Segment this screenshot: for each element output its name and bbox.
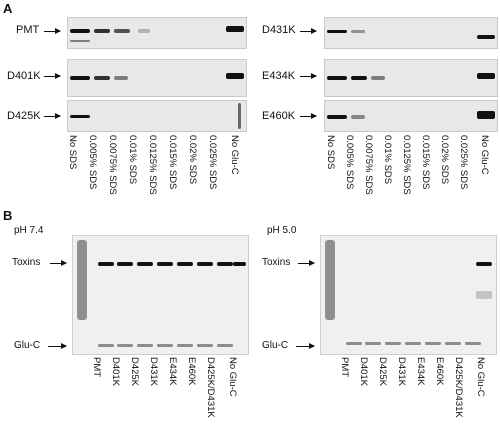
lane-label: 0.0125% SDS (401, 135, 412, 195)
marker-toxins-right: Toxins (262, 257, 291, 268)
lane-label: 0.015% SDS (167, 135, 178, 190)
marker-gluc-left: Glu-C (14, 340, 41, 351)
lane-label: PMT (339, 357, 350, 378)
lane-label: E434K (167, 357, 178, 386)
arrow-icon (300, 73, 317, 79)
arrow-icon (48, 343, 67, 349)
blot-d425k (67, 100, 247, 132)
lane-label: 0.015% SDS (420, 135, 431, 190)
panel-a-letter: A (3, 1, 13, 16)
gel-ph50 (320, 235, 497, 355)
lane-label: E460K (186, 357, 197, 386)
lane-label: No Glu-C (227, 357, 238, 397)
lane-label: 0.025% SDS (458, 135, 469, 190)
lane-label: No Glu-C (475, 357, 486, 397)
panel-b-letter: B (3, 208, 13, 223)
blot-label-d431k: D431K (262, 24, 296, 36)
lane-label: 0.005% SDS (344, 135, 355, 190)
gel-condition-left: pH 7.4 (14, 225, 44, 236)
arrow-icon (300, 113, 317, 119)
blot-label-e460k: E460K (262, 110, 296, 122)
blot-pmt (67, 17, 247, 49)
lane-label: D425K (129, 357, 140, 387)
arrow-icon (44, 28, 61, 34)
lane-label: 0.0075% SDS (363, 135, 374, 195)
arrow-icon (50, 260, 67, 266)
lane-label: D401K (110, 357, 121, 387)
lane-label: No Glu-C (479, 135, 490, 175)
blot-d431k (324, 17, 498, 49)
lane-label: PMT (91, 357, 102, 378)
lane-label: 0.0125% SDS (147, 135, 158, 195)
arrow-icon (44, 113, 61, 119)
blot-label-pmt: PMT (16, 24, 40, 36)
lane-label: 0.01% SDS (127, 135, 138, 185)
lane-label: 0.0075% SDS (107, 135, 118, 195)
lane-label: D401K (358, 357, 369, 387)
lane-label: 0.02% SDS (439, 135, 450, 185)
lane-label: D425K/D431K (205, 357, 216, 418)
blot-d401k (67, 59, 247, 97)
arrow-icon (296, 343, 315, 349)
marker-gluc-right: Glu-C (262, 340, 289, 351)
blot-e434k (324, 59, 498, 97)
arrow-icon (300, 28, 317, 34)
marker-toxins-left: Toxins (12, 257, 41, 268)
lane-label: E460K (434, 357, 445, 386)
lane-label: D425K/D431K (453, 357, 464, 418)
gel-ph74 (72, 235, 249, 355)
lane-label: No SDS (67, 135, 78, 170)
arrow-icon (298, 260, 315, 266)
lane-label: 0.005% SDS (87, 135, 98, 190)
blot-label-d425k: D425K (7, 110, 41, 122)
blot-label-d401k: D401K (7, 70, 41, 82)
lane-label: D425K (377, 357, 388, 387)
lane-label: 0.025% SDS (207, 135, 218, 190)
lane-label: D431K (396, 357, 407, 387)
lane-label: 0.01% SDS (382, 135, 393, 185)
lane-label: D431K (148, 357, 159, 387)
lane-label: 0.02% SDS (187, 135, 198, 185)
lane-label: No SDS (325, 135, 336, 170)
arrow-icon (44, 73, 61, 79)
lane-label: No Glu-C (229, 135, 240, 175)
blot-label-e434k: E434K (262, 70, 296, 82)
lane-label: E434K (415, 357, 426, 386)
blot-e460k (324, 100, 498, 132)
gel-condition-right: pH 5.0 (267, 225, 297, 236)
